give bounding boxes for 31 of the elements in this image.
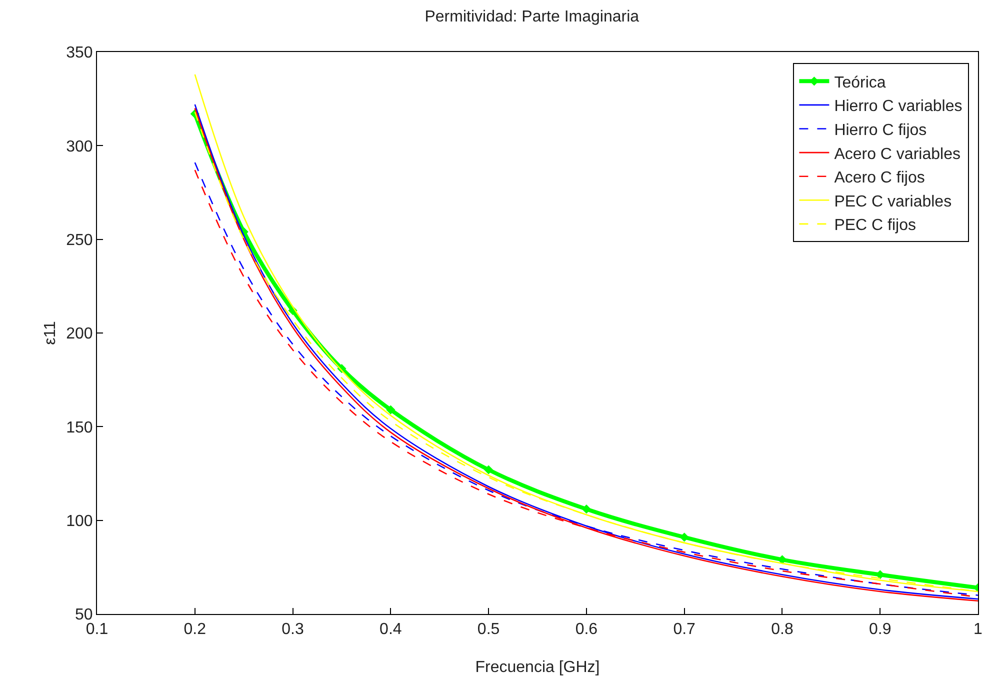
x-tick-label: 0.1	[86, 621, 108, 638]
legend-label: Acero C variables	[834, 146, 960, 163]
x-tick-label: 0.5	[477, 621, 500, 638]
legend-label: Hierro C variables	[834, 98, 962, 116]
point	[484, 465, 494, 474]
x-tick-label: 1	[974, 621, 983, 638]
x-tick-label: 0.4	[380, 621, 402, 638]
point	[680, 532, 689, 542]
legend-label: PEC C variables	[834, 193, 952, 210]
legend-label: Acero C fijos	[834, 170, 925, 187]
y-axis-title: ε11	[42, 321, 59, 345]
y-tick-label: 250	[66, 232, 93, 249]
y-tick-label: 150	[66, 419, 93, 436]
legend-label: PEC C fijos	[834, 217, 916, 234]
x-tick-label: 0.3	[282, 621, 304, 638]
legend-label: Teórica	[834, 74, 886, 92]
y-tick-label: 350	[66, 44, 93, 62]
x-tick-label: 0.2	[184, 621, 206, 638]
point	[386, 405, 396, 414]
legend-label: Hierro C fijos	[834, 122, 927, 139]
y-tick-label: 200	[66, 326, 93, 343]
x-tick-label: 0.7	[673, 621, 696, 638]
x-axis-title: Frecuencia [GHz]	[475, 659, 600, 676]
chart-title: Permitividad: Parte Imaginaria	[424, 8, 640, 26]
x-tick-label: 0.8	[771, 621, 794, 638]
y-tick-label: 300	[66, 138, 93, 156]
x-tick-label: 0.9	[868, 621, 892, 638]
x-tick-label: 0.6	[575, 621, 598, 638]
y-tick-label: 100	[66, 512, 93, 530]
point	[582, 504, 591, 514]
y-tick-label: 50	[75, 606, 93, 624]
